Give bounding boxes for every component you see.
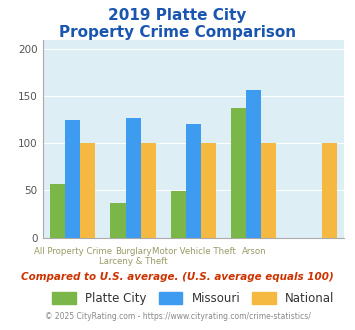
Bar — [201, 143, 216, 238]
Bar — [186, 124, 201, 238]
Bar — [110, 203, 126, 238]
Text: © 2025 CityRating.com - https://www.cityrating.com/crime-statistics/: © 2025 CityRating.com - https://www.city… — [45, 312, 310, 321]
Text: All Property Crime: All Property Crime — [34, 248, 112, 256]
Bar — [322, 143, 337, 238]
Bar — [80, 143, 95, 238]
Bar — [50, 184, 65, 238]
Bar — [126, 118, 141, 238]
Bar — [141, 143, 156, 238]
Bar — [231, 109, 246, 238]
Text: Arson: Arson — [241, 248, 266, 256]
Legend: Platte City, Missouri, National: Platte City, Missouri, National — [48, 287, 339, 310]
Text: Compared to U.S. average. (U.S. average equals 100): Compared to U.S. average. (U.S. average … — [21, 272, 334, 282]
Text: 2019 Platte City: 2019 Platte City — [108, 8, 247, 23]
Bar — [246, 89, 261, 238]
Bar — [65, 120, 80, 238]
Text: Property Crime Comparison: Property Crime Comparison — [59, 25, 296, 40]
Text: Larceny & Theft: Larceny & Theft — [99, 257, 168, 266]
Bar — [171, 191, 186, 238]
Bar — [261, 143, 277, 238]
Text: Burglary: Burglary — [115, 248, 152, 256]
Text: Motor Vehicle Theft: Motor Vehicle Theft — [152, 248, 235, 256]
